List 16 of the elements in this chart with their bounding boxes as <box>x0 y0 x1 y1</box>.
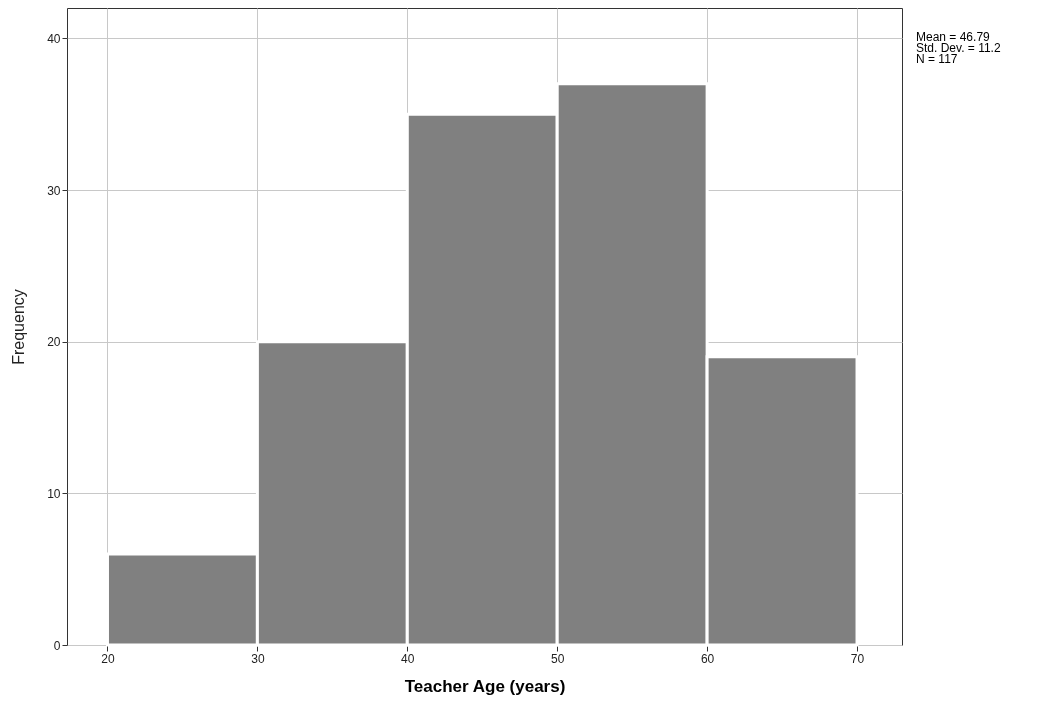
text: Std. Dev. = 11.2 <box>916 41 1001 55</box>
y-tick-label: 20 <box>47 335 61 350</box>
x-tick-label: 60 <box>700 651 715 666</box>
x-axis-title: Teacher Age (years) <box>404 676 566 696</box>
y-axis-title: Frequency <box>10 289 28 365</box>
x-tick-label: 70 <box>850 651 865 666</box>
x-tick-label: 20 <box>101 651 115 666</box>
y-tick-label: 10 <box>47 486 61 501</box>
x-tick-label: 30 <box>251 651 265 666</box>
text: N = 117 <box>916 52 958 66</box>
y-tick-label: 0 <box>53 638 61 653</box>
y-tick-label: 40 <box>47 31 61 46</box>
text: Mean = 46.79 <box>916 30 991 44</box>
y-tick-label: 30 <box>47 183 61 198</box>
x-tick-label: 40 <box>401 651 415 666</box>
x-tick-label: 50 <box>551 651 565 666</box>
